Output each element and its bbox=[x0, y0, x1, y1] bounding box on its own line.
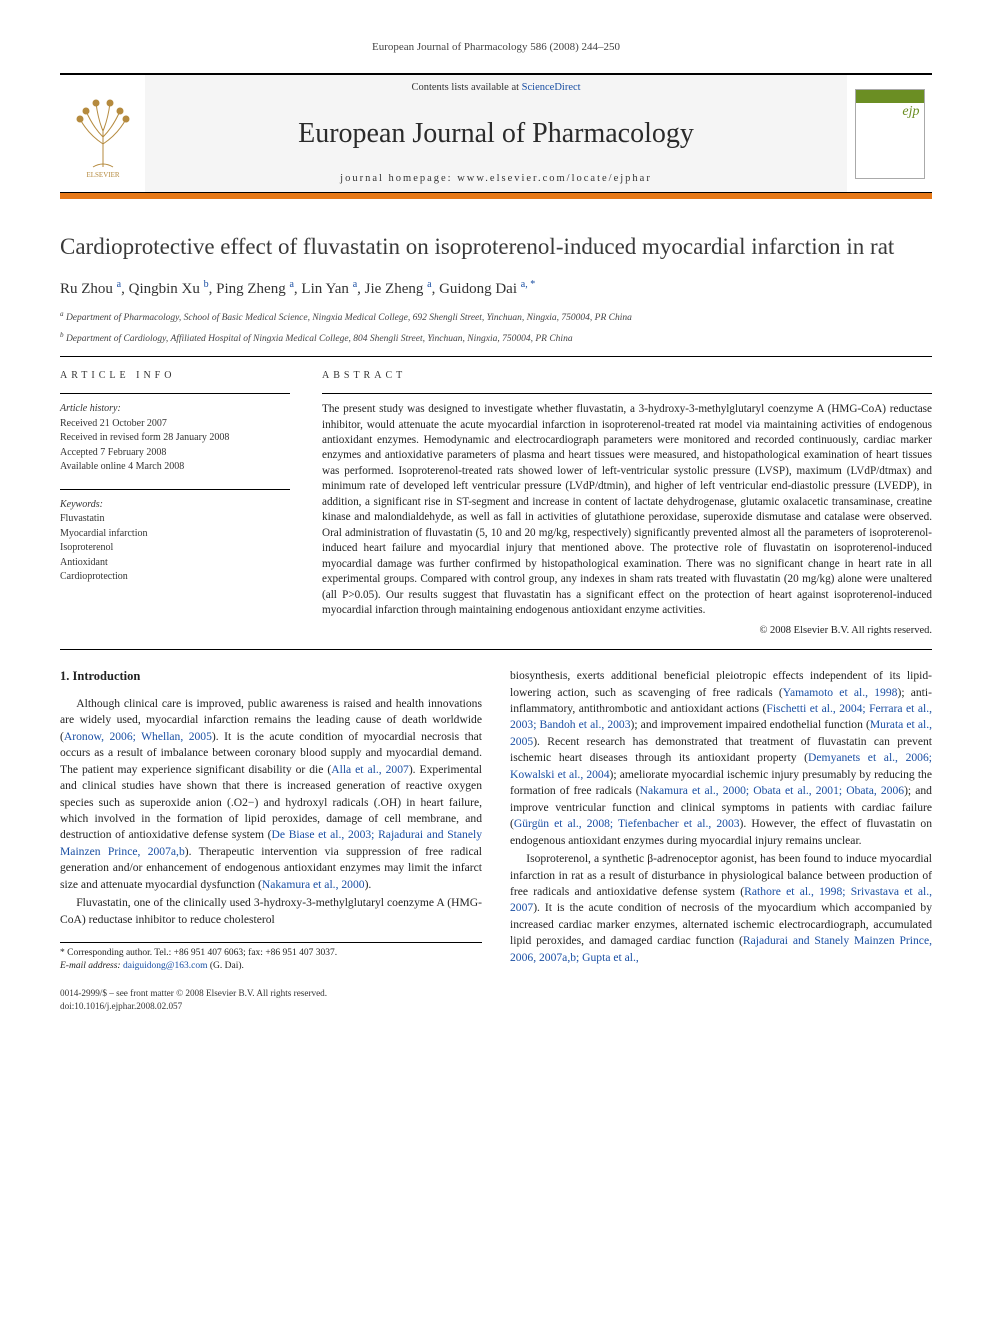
homepage-url: www.elsevier.com/locate/ejphar bbox=[457, 173, 652, 184]
intro-para-2a: Fluvastatin, one of the clinically used … bbox=[60, 895, 482, 928]
article-info-heading: ARTICLE INFO bbox=[60, 369, 290, 383]
page-footer: 0014-2999/$ – see front matter © 2008 El… bbox=[60, 987, 932, 1013]
section-rule-2 bbox=[60, 649, 932, 650]
issn-line: 0014-2999/$ – see front matter © 2008 El… bbox=[60, 987, 932, 1000]
journal-homepage-line: journal homepage: www.elsevier.com/locat… bbox=[145, 172, 847, 187]
sciencedirect-link[interactable]: ScienceDirect bbox=[522, 82, 581, 93]
corr-line1: Corresponding author. Tel.: +86 951 407 … bbox=[67, 948, 337, 958]
keyword: Cardioprotection bbox=[60, 570, 290, 585]
elsevier-tree-icon: ELSEVIER bbox=[68, 89, 138, 179]
keyword: Antioxidant bbox=[60, 556, 290, 571]
info-abstract-row: ARTICLE INFO Article history: Received 2… bbox=[60, 369, 932, 639]
copyright-line: © 2008 Elsevier B.V. All rights reserved… bbox=[322, 624, 932, 639]
author-list: Ru Zhou a, Qingbin Xu b, Ping Zheng a, L… bbox=[60, 278, 932, 300]
citation-link[interactable]: Aronow, 2006; Whellan, 2005 bbox=[64, 730, 212, 743]
contents-prefix: Contents lists available at bbox=[411, 82, 521, 93]
cover-image-icon bbox=[855, 89, 925, 179]
keywords-block: Keywords: Fluvastatin Myocardial infarct… bbox=[60, 498, 290, 585]
citation-link[interactable]: Nakamura et al., 2000; Obata et al., 200… bbox=[640, 784, 904, 797]
intro-para-2b: biosynthesis, exerts additional benefici… bbox=[510, 668, 932, 849]
corr-email-link[interactable]: daiguidong@163.com bbox=[123, 961, 207, 971]
masthead-center: Contents lists available at ScienceDirec… bbox=[145, 75, 847, 192]
running-head: European Journal of Pharmacology 586 (20… bbox=[60, 40, 932, 55]
history-online: Available online 4 March 2008 bbox=[60, 460, 290, 475]
affiliation-a: a Department of Pharmacology, School of … bbox=[60, 310, 932, 325]
citation-link[interactable]: Gürgün et al., 2008; Tiefenbacher et al.… bbox=[514, 817, 740, 830]
citation-link[interactable]: Nakamura et al., 2000 bbox=[262, 878, 365, 891]
section-1-heading: 1. Introduction bbox=[60, 668, 482, 686]
abstract-rule bbox=[322, 393, 932, 394]
info-rule bbox=[60, 393, 290, 394]
doi-line: doi:10.1016/j.ejphar.2008.02.057 bbox=[60, 1000, 932, 1013]
journal-cover-thumb bbox=[847, 75, 932, 192]
abstract-text: The present study was designed to invest… bbox=[322, 402, 932, 618]
article-title: Cardioprotective effect of fluvastatin o… bbox=[60, 233, 932, 262]
homepage-prefix: journal homepage: bbox=[340, 173, 457, 184]
history-received: Received 21 October 2007 bbox=[60, 417, 290, 432]
keyword: Fluvastatin bbox=[60, 512, 290, 527]
history-revised: Received in revised form 28 January 2008 bbox=[60, 431, 290, 446]
article-info-col: ARTICLE INFO Article history: Received 2… bbox=[60, 369, 290, 639]
journal-masthead: ELSEVIER Contents lists available at Sci… bbox=[60, 73, 932, 193]
publisher-logo: ELSEVIER bbox=[60, 75, 145, 192]
affiliation-b: b Department of Cardiology, Affiliated H… bbox=[60, 331, 932, 346]
intro-para-3: Isoproterenol, a synthetic β-adrenocepto… bbox=[510, 851, 932, 966]
intro-para-1: Although clinical care is improved, publ… bbox=[60, 696, 482, 893]
citation-link[interactable]: Alla et al., 2007 bbox=[331, 763, 409, 776]
history-label: Article history: bbox=[60, 402, 290, 417]
section-rule bbox=[60, 356, 932, 357]
keywords-label: Keywords: bbox=[60, 498, 290, 513]
orange-divider bbox=[60, 193, 932, 199]
publisher-name: ELSEVIER bbox=[86, 171, 119, 179]
journal-name: European Journal of Pharmacology bbox=[145, 114, 847, 153]
keyword: Isoproterenol bbox=[60, 541, 290, 556]
abstract-heading: ABSTRACT bbox=[322, 369, 932, 383]
corr-email-tail: (G. Dai). bbox=[207, 961, 243, 971]
corresponding-author-note: * Corresponding author. Tel.: +86 951 40… bbox=[60, 942, 482, 973]
body-two-column: 1. Introduction Although clinical care i… bbox=[60, 668, 932, 973]
contents-available-line: Contents lists available at ScienceDirec… bbox=[145, 81, 847, 96]
keyword: Myocardial infarction bbox=[60, 527, 290, 542]
info-rule-2 bbox=[60, 489, 290, 490]
citation-link[interactable]: Yamamoto et al., 1998 bbox=[783, 686, 898, 699]
abstract-col: ABSTRACT The present study was designed … bbox=[322, 369, 932, 639]
history-accepted: Accepted 7 February 2008 bbox=[60, 446, 290, 461]
email-label: E-mail address: bbox=[60, 961, 123, 971]
article-history-block: Article history: Received 21 October 200… bbox=[60, 402, 290, 475]
